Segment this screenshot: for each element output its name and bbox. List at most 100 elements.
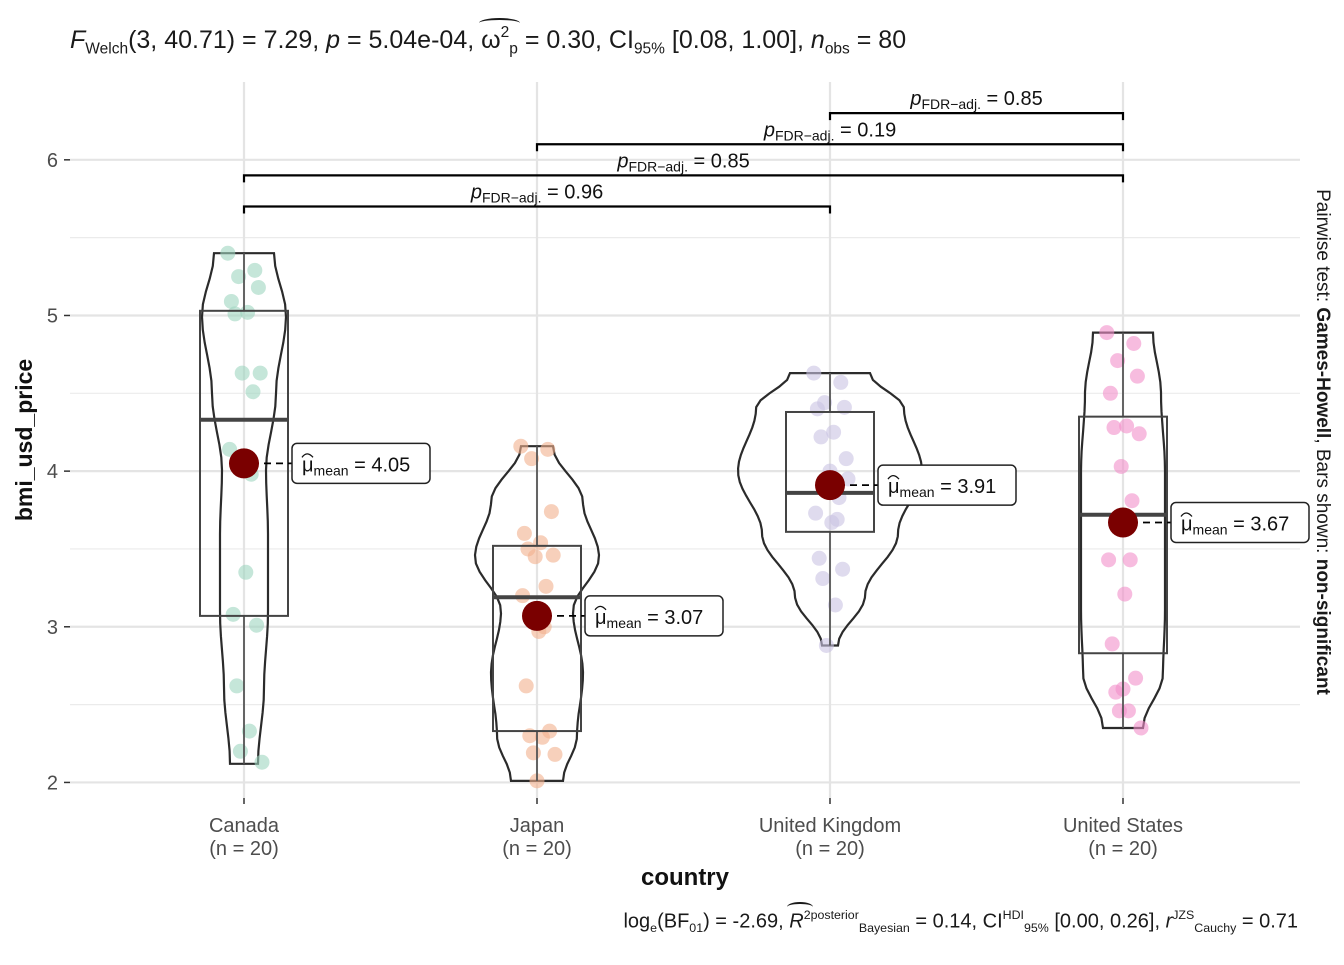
grid [70, 82, 1300, 798]
violin [200, 252, 288, 765]
x-tick-label: United States [1063, 815, 1183, 837]
data-point [838, 451, 854, 467]
data-point [1117, 586, 1133, 602]
data-point [1106, 420, 1122, 436]
data-point [223, 293, 239, 309]
data-point [1104, 636, 1120, 652]
mean-point [229, 448, 259, 479]
data-point [1113, 458, 1129, 474]
mean-label: μmean = 3.67 [1181, 513, 1289, 537]
pairwise-brackets: pFDR−adj. = 0.96 pFDR−adj. = 0.85 pFDR−adj… [242, 88, 1125, 214]
data-point [516, 525, 532, 541]
data-point [254, 754, 270, 770]
violin [736, 372, 924, 647]
data-point [1119, 418, 1135, 434]
bracket-label: pFDR−adj. = 0.96 [470, 182, 603, 206]
data-point [811, 550, 827, 566]
data-point [543, 504, 559, 520]
data-point [1111, 703, 1127, 719]
group-canada: μmean = 4.05 [199, 245, 431, 770]
data-point [806, 365, 822, 381]
x-tick-n-label: (n = 20) [502, 838, 571, 860]
y-tick-label: 2 [47, 772, 58, 794]
y-tick-label: 5 [47, 305, 58, 327]
x-tick-n-label: (n = 20) [209, 838, 278, 860]
bracket-label: pFDR−adj. = 0.19 [763, 119, 896, 143]
data-point [1102, 385, 1118, 401]
data-point [815, 571, 831, 587]
mean-point [815, 470, 845, 501]
bracket-label: pFDR−adj. = 0.85 [909, 88, 1042, 112]
mean-label-box [1170, 501, 1310, 544]
data-point [231, 269, 247, 285]
data-point [225, 606, 241, 622]
data-point [1124, 493, 1140, 509]
data-point [227, 306, 243, 322]
data-point [1126, 335, 1142, 351]
bracket [242, 174, 1125, 183]
data-point [824, 514, 840, 530]
data-point [534, 729, 550, 745]
data-point [234, 365, 250, 381]
data-point [249, 617, 265, 633]
data-point [545, 547, 561, 563]
data-point [835, 561, 851, 577]
data-point [513, 438, 529, 454]
box [492, 544, 582, 733]
data-point [1128, 670, 1144, 686]
mean-hat [594, 605, 607, 611]
x-tick-label: United Kingdom [759, 815, 901, 837]
data-point [240, 304, 256, 320]
y-tick-label: 3 [47, 617, 58, 639]
mean-label-box [584, 595, 724, 637]
box [785, 410, 875, 533]
data-point [241, 723, 257, 739]
mean-hat [301, 453, 314, 458]
mean-label: μmean = 4.05 [302, 454, 410, 478]
x-tick-n-label: (n = 20) [1088, 838, 1157, 860]
data-point [232, 743, 248, 759]
violin [1079, 331, 1167, 730]
data-point [524, 451, 540, 467]
y-tick-label: 4 [47, 461, 58, 483]
data-point [1133, 720, 1149, 736]
y-tick-label: 6 [47, 150, 58, 172]
bracket [242, 205, 832, 214]
mean-hat [1180, 512, 1193, 517]
data-point [538, 578, 554, 594]
data-point [1122, 552, 1138, 568]
data-point [250, 279, 266, 295]
data-point [1099, 325, 1115, 341]
data-point [1131, 426, 1147, 442]
mean-label-box [291, 442, 431, 485]
data-point [252, 365, 268, 381]
chart-title: FWelch(3, 40.71) = 7.29, p = 5.04e-04, ω… [70, 17, 907, 58]
pairwise-subtitle: Pairwise test: Games-Howell, Bars shown:… [1312, 189, 1333, 695]
mean-hat [887, 474, 900, 480]
bracket [828, 112, 1125, 121]
data-point [1101, 552, 1117, 568]
x-tick-n-label: (n = 20) [795, 838, 864, 860]
x-axis-title: country [641, 864, 730, 891]
data-point [238, 564, 254, 580]
data-point [247, 262, 263, 278]
mean-label: μmean = 3.07 [595, 607, 703, 631]
mean-point [1108, 507, 1138, 538]
data-point [826, 424, 842, 440]
data-point [818, 637, 834, 653]
data-point [527, 549, 543, 565]
data-point [525, 745, 541, 761]
data-point [220, 245, 236, 261]
y-axis-title: bmi_usd_price [11, 359, 37, 521]
data-point [833, 374, 849, 390]
data-point [808, 505, 824, 521]
data-point [1110, 353, 1126, 369]
data-point [245, 384, 261, 400]
x-tick-label: Canada [209, 815, 280, 837]
data-point [813, 429, 829, 445]
box [1078, 415, 1168, 655]
data-point [1129, 368, 1145, 384]
x-tick-label: Japan [510, 815, 565, 837]
